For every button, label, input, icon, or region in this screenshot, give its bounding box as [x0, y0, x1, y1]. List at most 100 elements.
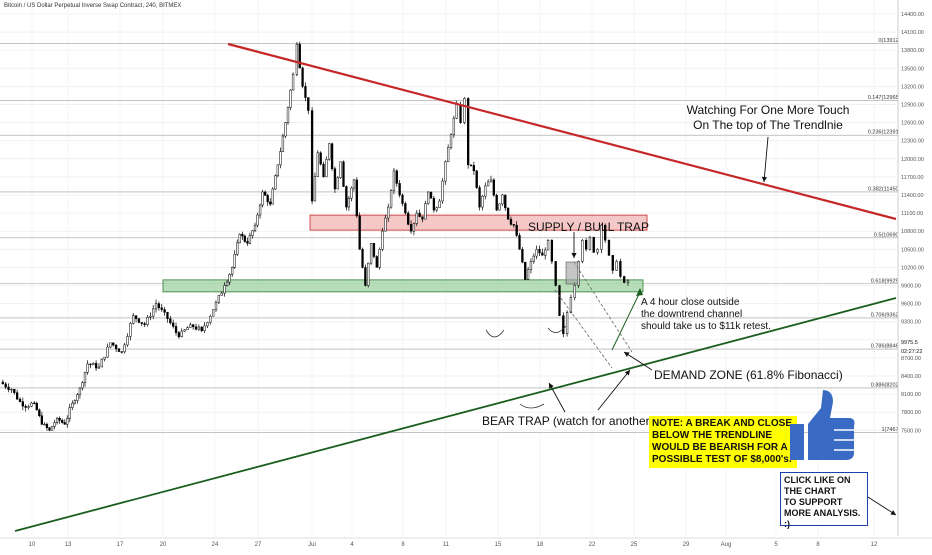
candle-body: [495, 194, 498, 211]
candle-body: [55, 417, 59, 423]
fib-label: 0.5(10690.0): [874, 232, 905, 238]
candle-body: [441, 180, 444, 202]
x-tick-label: Jul: [308, 542, 316, 548]
candle-body: [310, 110, 314, 202]
projection-arrowhead: [636, 288, 643, 296]
candle-body: [486, 181, 490, 187]
candle-body: [126, 336, 129, 346]
candle-body: [106, 346, 109, 358]
candle-body: [596, 249, 599, 253]
x-tick-label: 25: [631, 542, 638, 548]
candle-body: [301, 67, 304, 87]
candle-body: [223, 285, 226, 294]
candle-body: [68, 407, 71, 419]
candle-body: [409, 224, 413, 232]
y-tick-label: 14400.00: [901, 12, 924, 18]
candle-body: [209, 316, 212, 323]
candle-body: [378, 249, 381, 268]
time-axis: 10 13 17 20 24 27 Jul 4 8 11 15 18 22 25 29 Aug 5 8 12: [0, 537, 932, 548]
candle-body: [475, 170, 478, 188]
candle-body: [424, 203, 427, 220]
candle-body: [89, 363, 92, 366]
annotation-arrowhead: [549, 383, 554, 389]
candle-body: [217, 295, 220, 303]
candle-body: [330, 143, 334, 169]
candle-body: [607, 240, 611, 256]
y-tick-label: 13500.00: [901, 66, 924, 72]
candle-body: [611, 255, 614, 271]
candle-body: [565, 312, 569, 335]
candle-body: [469, 164, 473, 166]
candle-body: [313, 176, 317, 202]
candle-body: [384, 217, 387, 232]
candle-body: [194, 326, 198, 330]
bear-trap-label: BEAR TRAP (watch for another one): [482, 414, 677, 428]
y-tick-label: 9600.00: [901, 302, 921, 308]
candle-body: [169, 318, 172, 324]
x-tick-label: 4: [350, 542, 354, 548]
candle-body: [438, 200, 441, 208]
candle-body: [246, 241, 249, 244]
candle-body: [50, 426, 54, 431]
annotation-arrow: [763, 136, 769, 183]
y-tick-label: 8100.00: [901, 392, 921, 398]
channel-line-lower: [554, 289, 613, 369]
candle-body: [192, 324, 195, 328]
candle-body: [154, 303, 158, 310]
demand-zone: [162, 279, 644, 293]
x-tick-label: 8: [401, 542, 405, 548]
candle-body: [289, 89, 292, 108]
y-tick-label: 7800.00: [901, 410, 921, 416]
chart-title: Bitcoin / US Dollar Perpetual Inverse Sw…: [4, 3, 182, 9]
supply-label: SUPPLY / BULL TRAP: [528, 220, 649, 234]
candle-body: [183, 329, 186, 332]
candle-body: [251, 230, 254, 236]
candle-body: [134, 315, 138, 319]
candle-body: [243, 235, 247, 242]
fib-label: 0.618(9929.0): [871, 278, 905, 284]
candle-body: [206, 322, 209, 327]
y-tick-label: 11700.00: [901, 175, 924, 181]
click-like-box[interactable]: CLICK LIKE ON THE CHART TO SUPPORT MORE …: [780, 472, 868, 529]
candle-body: [504, 194, 507, 209]
candle-body: [435, 207, 438, 211]
candle-body: [319, 152, 322, 165]
annotation-arrowhead: [571, 253, 577, 258]
candle-body: [63, 422, 66, 425]
candle-body: [558, 285, 561, 316]
candle-body: [1, 381, 5, 385]
candle-body: [407, 212, 410, 225]
candle-body: [163, 309, 166, 313]
candles: [1, 41, 630, 432]
candle-body: [421, 216, 424, 220]
x-tick-label: 15: [495, 542, 502, 548]
candle-body: [61, 420, 64, 423]
candle-body: [498, 203, 501, 211]
candle-body: [615, 261, 618, 271]
x-tick-label: 10: [29, 542, 36, 548]
annotation-arrow: [623, 351, 653, 371]
fib-label: 0.236(12391.5): [868, 130, 905, 136]
y-tick-label: 13200.00: [901, 84, 924, 90]
candle-body: [261, 191, 264, 206]
thumbs-up-icon[interactable]: [788, 388, 858, 464]
candle-body: [220, 292, 223, 296]
watching-annotation: Watching For One More Touch On The top o…: [686, 103, 850, 132]
projection-arrow: [611, 291, 641, 351]
candle-body: [94, 363, 98, 369]
ascending-trendline: [14, 297, 897, 532]
candle-body: [418, 212, 421, 217]
candle-body: [452, 117, 456, 135]
candle-body: [214, 302, 218, 310]
candle-body: [427, 191, 430, 204]
candle-body: [588, 236, 592, 250]
candle-body: [197, 326, 201, 330]
candle-body: [286, 107, 290, 123]
y-tick-label: 11100.00: [901, 211, 923, 217]
candle-body: [546, 240, 550, 251]
candle-body: [381, 230, 384, 250]
y-tick-label: 8400.00: [901, 374, 921, 380]
candle-body: [295, 43, 299, 75]
candle-body: [97, 366, 101, 369]
candle-body: [518, 235, 521, 250]
